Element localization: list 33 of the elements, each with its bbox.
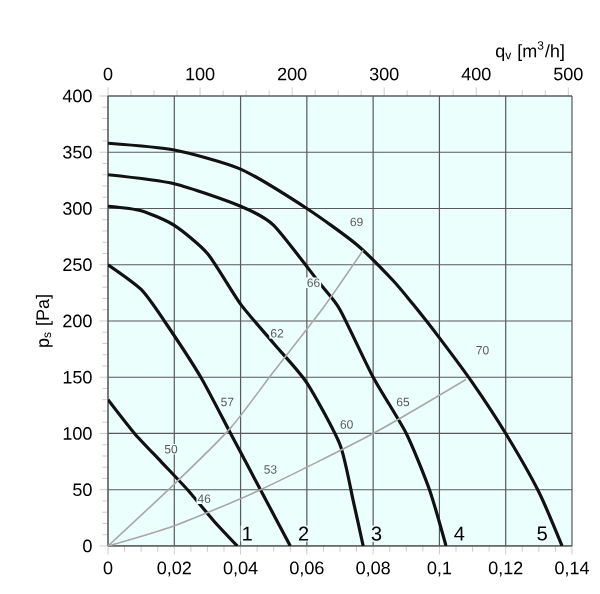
y-tick-label: 100 [63,427,92,440]
y-tick-label: 50 [73,483,92,497]
line-series [108,398,239,546]
line-series [108,263,292,546]
x2-tick-label: 0 [103,67,113,81]
y-tick-label: 150 [63,370,92,384]
x-tick-label: 0 [103,561,113,575]
y-axis-title: p$_{s}$ [Pa] [35,295,53,347]
annotation: 3 [371,526,382,541]
annotation: 4 [454,526,465,541]
annotation: 5 [537,526,547,541]
y-tick-label: 300 [63,202,92,215]
x2-tick-label: 100 [186,67,215,81]
y-tick-label: 400 [62,89,92,103]
annotation: 1 [243,526,252,541]
y-tick-label: 350 [63,145,92,159]
x-tick-label: 0,04 [223,561,258,577]
x-tick-label: 0,06 [290,561,324,577]
annotation: 2 [298,526,309,541]
y-tick-label: 200 [63,314,92,328]
x-tick-label: 0,14 [555,561,589,577]
x-tick-label: 0,02 [157,561,191,577]
y-tick-label: 0 [83,539,92,553]
x2-tick-label: 300 [369,67,399,81]
x2-tick-label: 500 [554,67,583,81]
x-tick-label: 0,1 [427,561,452,577]
line-series [108,141,564,546]
x-tick-label: 0,12 [488,561,523,577]
x-tick-label: 0,08 [356,561,390,577]
y-tick-label: 250 [63,258,92,272]
x2-tick-label: 400 [461,67,491,81]
x2-tick-label: 200 [278,67,307,81]
x2-axis-title: q$_{v}$ [m$^{3}$/h] [495,41,564,61]
